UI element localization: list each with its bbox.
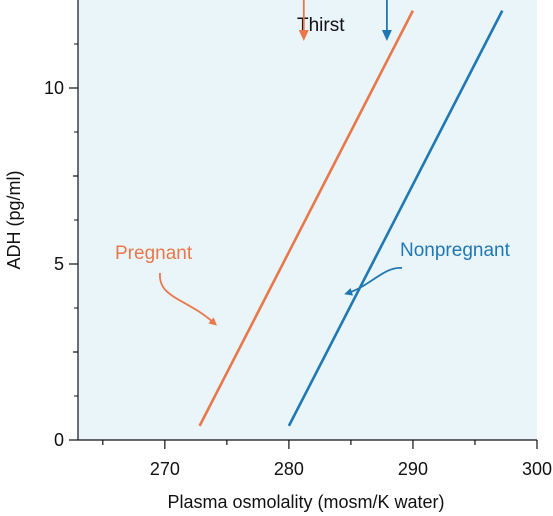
- series-line-pregnant: [198, 10, 415, 427]
- pregnant-pointer-arrow: [159, 272, 217, 326]
- x-tick-label: 300: [522, 459, 552, 479]
- thirst-markers: [298, 0, 392, 41]
- y-tick-label: 10: [44, 78, 64, 98]
- annotation-pregnant: Pregnant: [115, 243, 193, 264]
- y-tick-label: 0: [54, 430, 64, 450]
- x-tick-label: 270: [150, 459, 180, 479]
- nonpregnant-pointer-arrow: [344, 267, 403, 296]
- axes: 270 280 290 300 0 5 10: [44, 0, 552, 479]
- y-tick-label: 5: [54, 254, 64, 274]
- thirst-arrowhead: [298, 30, 309, 41]
- x-tick-label: 290: [398, 459, 428, 479]
- series-lines: [198, 10, 504, 427]
- annotation-nonpregnant: Nonpregnant: [400, 240, 511, 261]
- x-axis-title: Plasma osmolality (mosm/K water): [167, 492, 444, 512]
- annotation-thirst: Thirst: [297, 15, 345, 36]
- x-tick-label: 280: [274, 459, 304, 479]
- y-axis-title: ADH (pg/ml): [4, 170, 24, 269]
- thirst-arrowhead: [381, 30, 392, 41]
- plot-area: [78, 0, 537, 440]
- series-line-nonpregnant: [287, 10, 504, 427]
